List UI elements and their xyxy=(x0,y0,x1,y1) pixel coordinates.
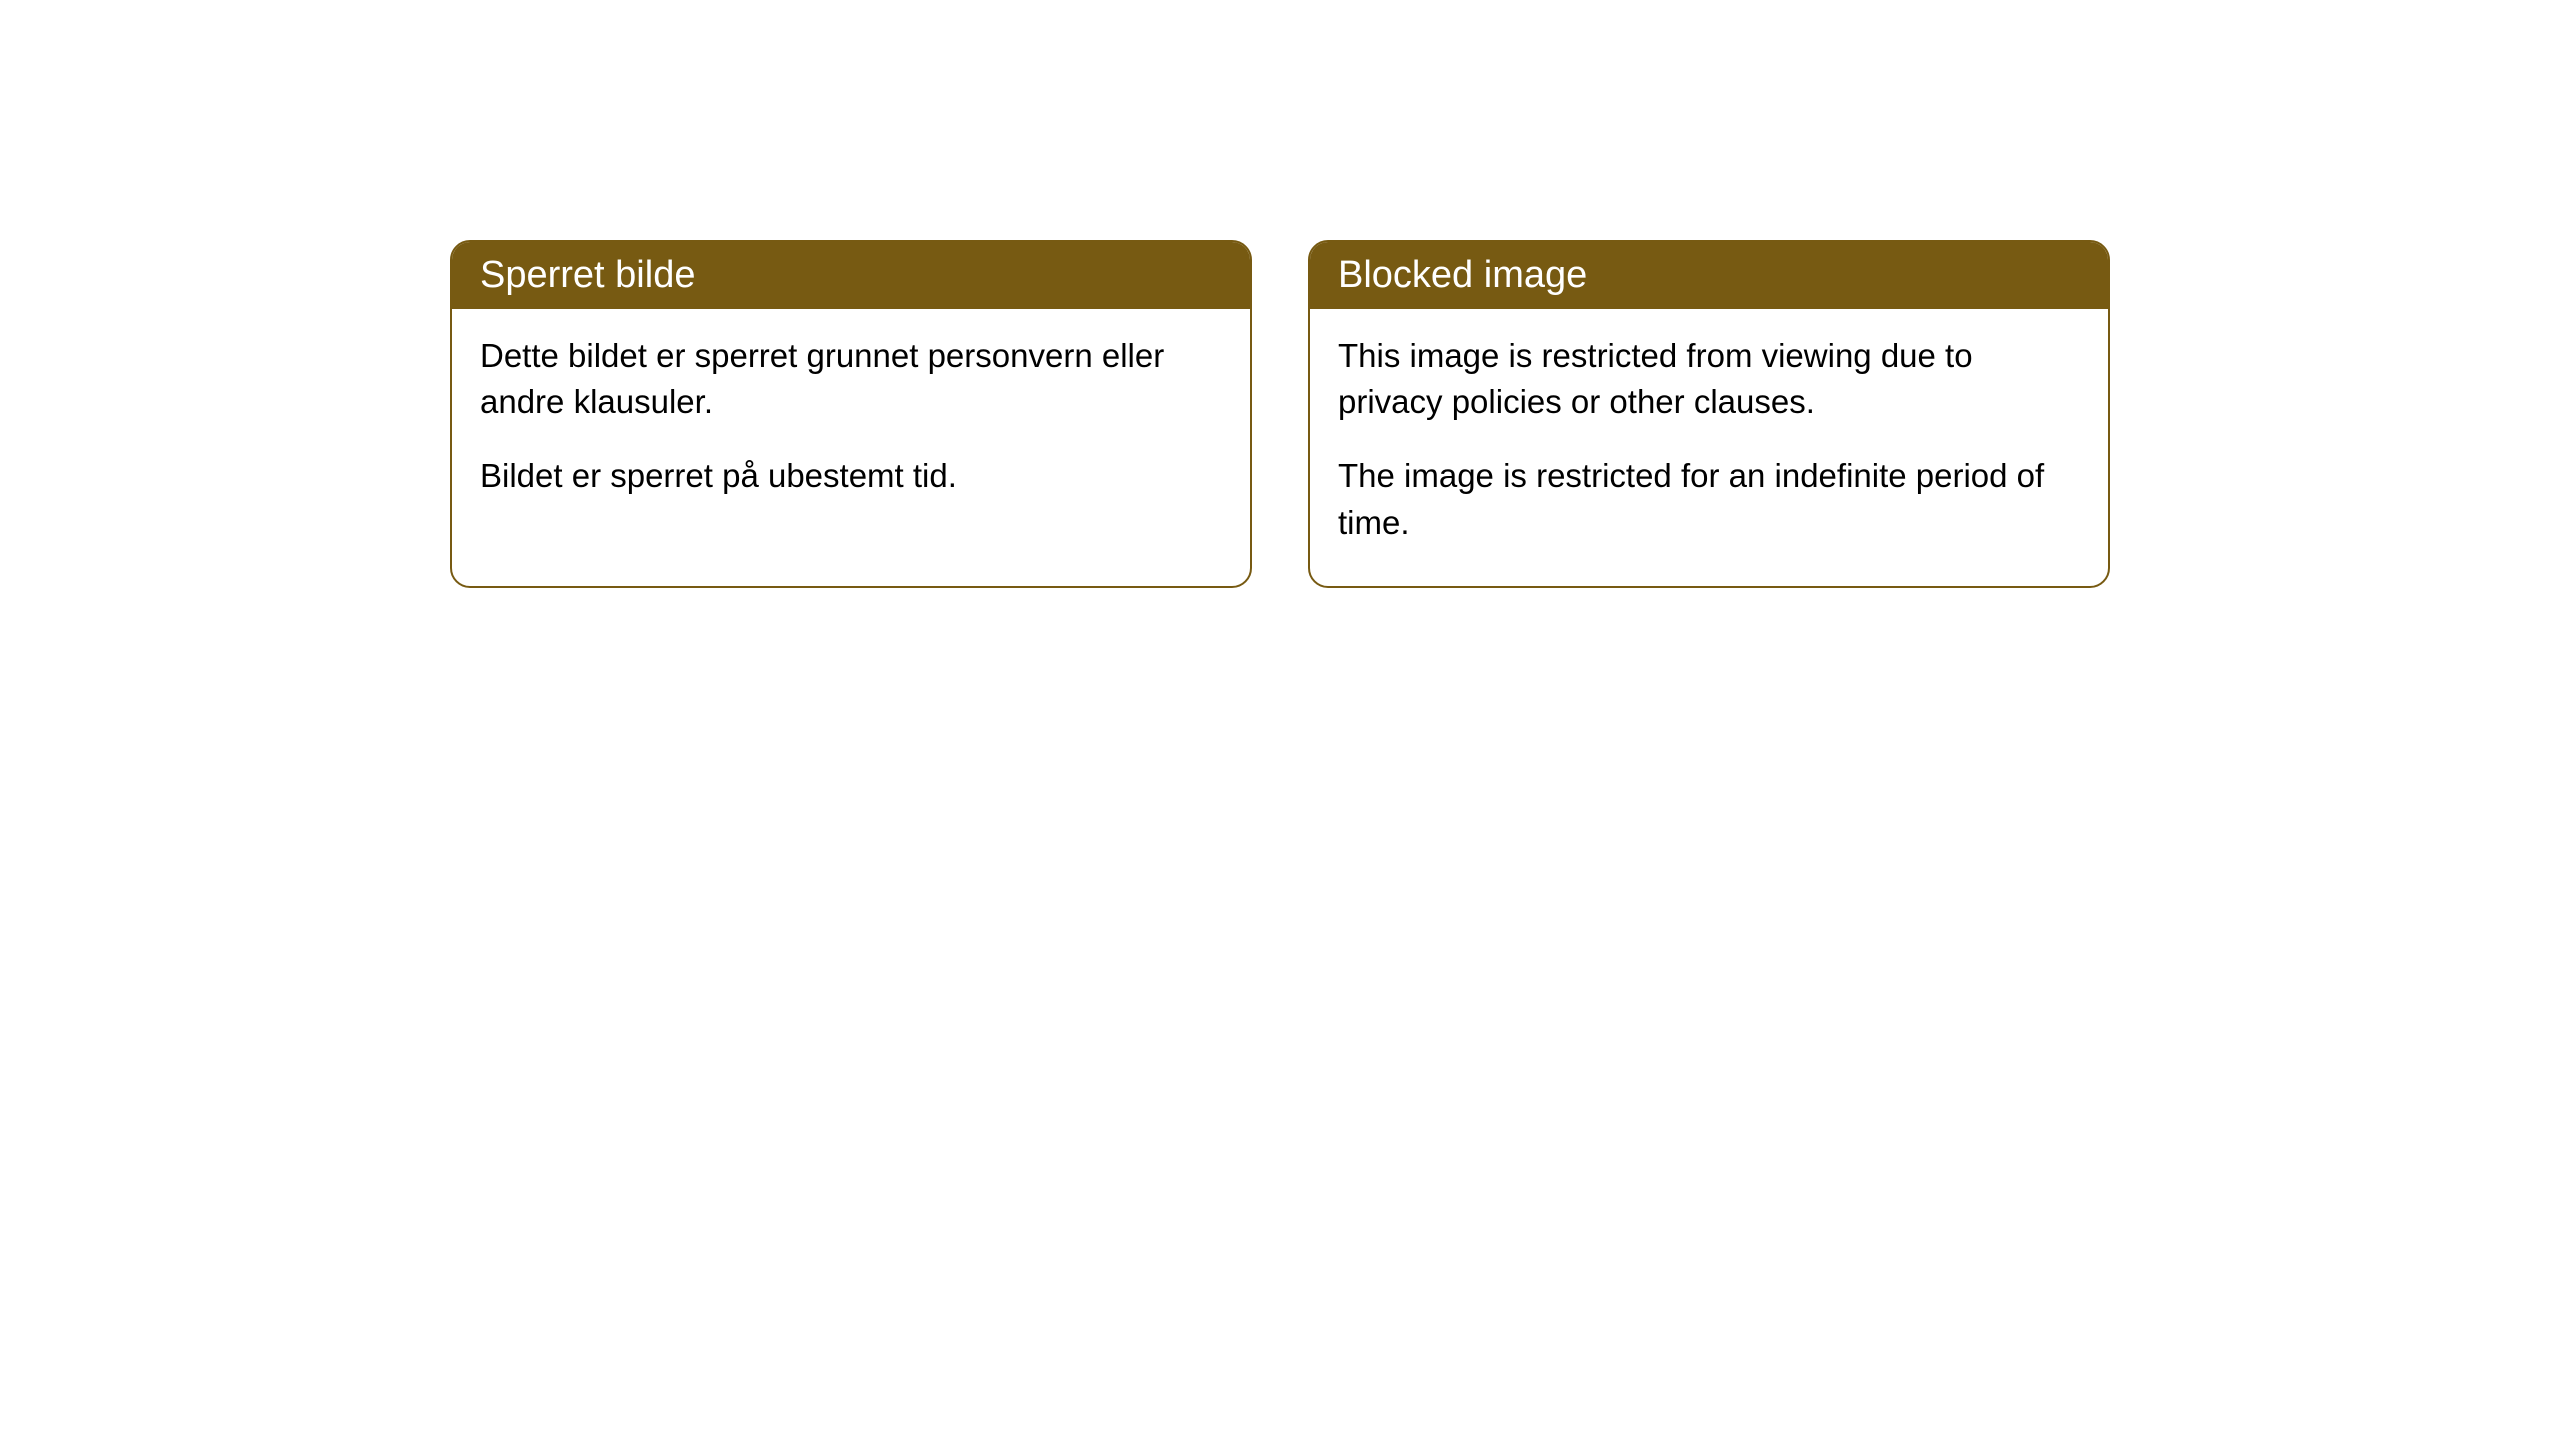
norwegian-notice-card: Sperret bilde Dette bildet er sperret gr… xyxy=(450,240,1252,588)
english-paragraph-1: This image is restricted from viewing du… xyxy=(1338,333,2080,425)
notice-cards-container: Sperret bilde Dette bildet er sperret gr… xyxy=(450,240,2110,588)
norwegian-paragraph-1: Dette bildet er sperret grunnet personve… xyxy=(480,333,1222,425)
norwegian-paragraph-2: Bildet er sperret på ubestemt tid. xyxy=(480,453,1222,499)
norwegian-card-title: Sperret bilde xyxy=(452,242,1250,309)
english-paragraph-2: The image is restricted for an indefinit… xyxy=(1338,453,2080,545)
english-card-body: This image is restricted from viewing du… xyxy=(1310,309,2108,586)
english-card-title: Blocked image xyxy=(1310,242,2108,309)
norwegian-card-body: Dette bildet er sperret grunnet personve… xyxy=(452,309,1250,540)
english-notice-card: Blocked image This image is restricted f… xyxy=(1308,240,2110,588)
